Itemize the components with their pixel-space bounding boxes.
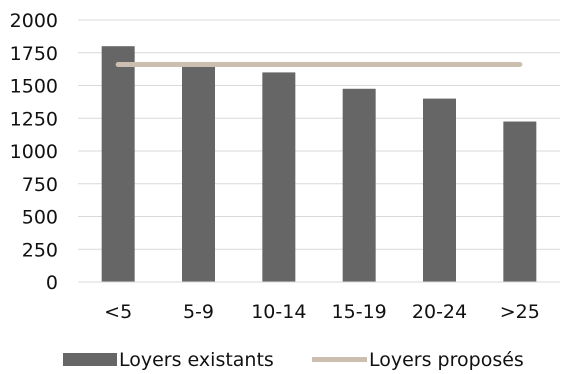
bar-3 bbox=[262, 72, 296, 283]
y-tick-label: 1750 bbox=[10, 43, 58, 65]
y-tick-label: 1500 bbox=[10, 76, 58, 98]
legend-swatch-loyers-existants bbox=[63, 353, 117, 366]
x-tick-label: 5-9 bbox=[183, 301, 214, 323]
x-tick-label: 10-14 bbox=[251, 301, 306, 323]
x-axis-tick-labels: <5 5-9 10-14 15-19 20-24 >25 bbox=[104, 301, 540, 323]
bar-6 bbox=[503, 121, 537, 283]
bar-5 bbox=[423, 98, 456, 282]
y-tick-label: 750 bbox=[22, 174, 58, 196]
x-tick-label: 20-24 bbox=[412, 301, 467, 323]
bars-loyers-existants bbox=[101, 46, 537, 283]
legend-label-loyers-existants: Loyers existants bbox=[119, 349, 274, 371]
bar-1 bbox=[101, 46, 135, 283]
y-tick-label: 500 bbox=[22, 207, 58, 229]
x-tick-label: 15-19 bbox=[332, 301, 387, 323]
legend-swatch-loyers-proposes bbox=[312, 357, 367, 362]
y-tick-label: 1000 bbox=[10, 141, 58, 163]
x-tick-label: >25 bbox=[500, 301, 540, 323]
y-tick-label: 1250 bbox=[10, 108, 58, 130]
y-tick-label: 2000 bbox=[10, 10, 58, 32]
bar-2 bbox=[182, 63, 215, 283]
bar-4 bbox=[342, 88, 376, 283]
gridlines bbox=[78, 19, 560, 283]
y-axis-tick-labels: 0 250 500 750 1000 1250 1500 1750 2000 bbox=[10, 10, 58, 294]
x-tick-label: <5 bbox=[104, 301, 132, 323]
y-tick-label: 250 bbox=[22, 239, 58, 261]
legend: Loyers existants Loyers proposés bbox=[63, 349, 524, 371]
legend-label-loyers-proposes: Loyers proposés bbox=[369, 349, 524, 371]
y-tick-label: 0 bbox=[46, 272, 58, 294]
